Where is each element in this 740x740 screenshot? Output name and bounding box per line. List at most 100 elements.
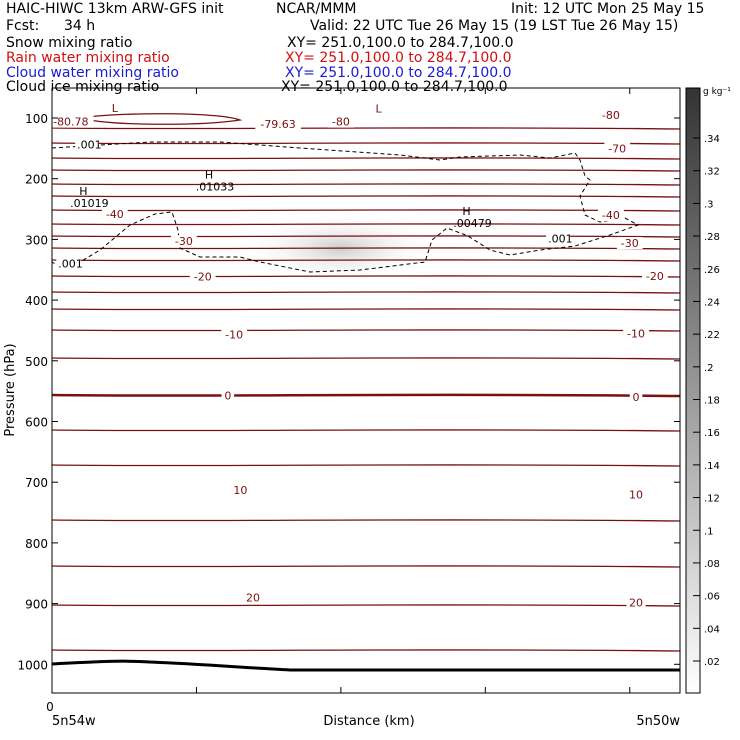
colorbar-unit: g kg⁻¹ <box>703 87 731 97</box>
contour-label-bg <box>626 488 646 501</box>
isotherm-line <box>52 464 680 467</box>
ice-label-bg <box>75 139 100 151</box>
ice-label-bg <box>546 233 571 245</box>
extremum-marker: H <box>462 205 470 218</box>
y-tick-label: 600 <box>25 416 48 430</box>
contour-label-bg <box>243 591 263 604</box>
temperature-contour-label: -10 <box>225 329 243 342</box>
temperature-contour-label: 20 <box>629 596 643 609</box>
isotherm-line <box>52 393 680 398</box>
contour-label-bg <box>52 115 94 128</box>
temperature-contour-label: -40 <box>602 209 620 222</box>
init-time: Init: 12 UTC Mon 25 May 15 <box>511 1 705 17</box>
extremum-marker: L <box>112 102 119 115</box>
extremum-marker: H <box>79 185 87 198</box>
temperature-contour-label: 0 <box>224 389 231 402</box>
isotherm-line <box>52 169 680 172</box>
field-xs-cloud-ice: XY= 251.0,100.0 to 284.7,100.0 <box>281 79 508 95</box>
colorbar-tick-label: .04 <box>704 624 720 635</box>
colorbar-ticks: .34 .32 .3 .28 .26 .24 .22 .2 .18 .16 .14 .12 .1 .08.… <box>693 134 720 668</box>
colorbar-tick-label: .02 <box>704 657 720 668</box>
contour-labels: -80 -80 -80.78 -79.63 -70 -40 -40 -30 -30 -20 -20 -… <box>52 102 668 609</box>
field-name-cloud-water: Cloud water mixing ratio <box>6 65 179 81</box>
contour-label-bg <box>641 269 668 282</box>
isotherm-line <box>52 649 680 652</box>
colorbar-tick-label: .12 <box>704 494 720 505</box>
contour-label-bg <box>598 108 624 121</box>
y-tick-label: 900 <box>25 598 48 612</box>
extremum-value: .01033 <box>196 181 235 194</box>
plot-frame <box>51 87 681 694</box>
isotherm-line <box>52 142 680 145</box>
temperature-contour-label: -20 <box>646 270 664 283</box>
contour-label-bg <box>629 391 643 404</box>
isotherm-line <box>52 247 680 250</box>
y-tick-label: 300 <box>25 233 48 247</box>
isotherm-line <box>52 127 680 130</box>
isotherm-line <box>52 259 680 262</box>
isotherm-line <box>52 604 680 607</box>
contour-label-bg <box>101 207 128 220</box>
field-name-snow: Snow mixing ratio <box>6 35 133 51</box>
contour-label-bg <box>604 142 631 155</box>
temperature-contour-label: 20 <box>246 592 260 605</box>
contour-label-bg <box>623 327 649 340</box>
isotherm-line <box>52 157 680 160</box>
extremum-marker: H <box>205 169 213 182</box>
extremum-value: .01019 <box>70 197 109 210</box>
isotherm-line <box>52 291 680 294</box>
temperature-contour-label: 10 <box>629 488 643 501</box>
temperature-contour-label: -20 <box>194 270 212 283</box>
forecast-label: Fcst: <box>6 18 40 34</box>
colorbar-tick-label: .2 <box>704 363 714 374</box>
ice-label-bg <box>56 258 81 270</box>
isotherm-line <box>52 235 680 238</box>
plot-content: -80 -80 -80.78 -79.63 -70 -40 -40 -30 -30 -20 -20 -… <box>52 102 680 672</box>
y-tick-label: 700 <box>25 476 48 490</box>
field-xs-snow: XY= 251.0,100.0 to 284.7,100.0 <box>287 35 514 51</box>
temperature-contour-label: -80 <box>332 116 350 129</box>
isotherm-line <box>52 275 680 278</box>
valid-time: Valid: 22 UTC Tue 26 May 15 (19 LST Tue … <box>310 18 679 34</box>
x-axis-title: Distance (km) <box>323 714 414 729</box>
forecast-hours: 34 h <box>64 18 96 34</box>
extremum-marker: L <box>375 103 382 116</box>
colorbar-tick-label: .18 <box>704 396 720 407</box>
organization-label: NCAR/MMM <box>276 1 357 17</box>
y-tick-label: 100 <box>25 112 48 126</box>
isotherm-line <box>52 565 680 568</box>
cloud-ice-contour-label: .001 <box>58 258 83 271</box>
x-right-location-label: 5n50w <box>636 714 680 729</box>
colorbar-tick-label: .34 <box>704 134 720 145</box>
temperature-contour-label: -79.63 <box>260 118 295 131</box>
colorbar-tick-label: .3 <box>704 199 714 210</box>
temperature-contours <box>52 113 680 652</box>
isotherm-line <box>52 519 680 522</box>
field-xs-cloud-water: XY= 251.0,100.0 to 284.7,100.0 <box>285 65 512 81</box>
contour-label-bg <box>626 596 646 609</box>
contour-label-bg <box>327 115 354 128</box>
y-tick-label: 800 <box>25 537 48 551</box>
contour-label-bg <box>616 237 643 250</box>
colorbar-tick-label: .1 <box>704 526 714 537</box>
isotherm-line <box>52 308 680 311</box>
isotherm-line <box>52 209 680 212</box>
contour-label-bg <box>598 209 624 222</box>
y-axis-title: Pressure (hPa) <box>3 343 18 436</box>
contour-label-bg <box>255 118 301 131</box>
colorbar <box>685 87 701 694</box>
cloud-ice-contour-label: .001 <box>77 139 102 152</box>
extremum-value: .00479 <box>453 217 492 230</box>
y-tick-label: 500 <box>25 355 48 369</box>
contour-label-bg <box>170 235 197 248</box>
contour-label-bg <box>189 270 216 283</box>
y-tick-label: 400 <box>25 294 48 308</box>
y-tick-label: 1000 <box>17 658 48 672</box>
model-title: HAIC-HIWC 13km ARW-GFS init <box>6 1 224 17</box>
colorbar-tick-label: .22 <box>704 330 720 341</box>
colorbar-tick-label: .08 <box>704 559 720 570</box>
isotherm-line <box>52 223 680 226</box>
ice-max-shading-left <box>52 130 132 360</box>
